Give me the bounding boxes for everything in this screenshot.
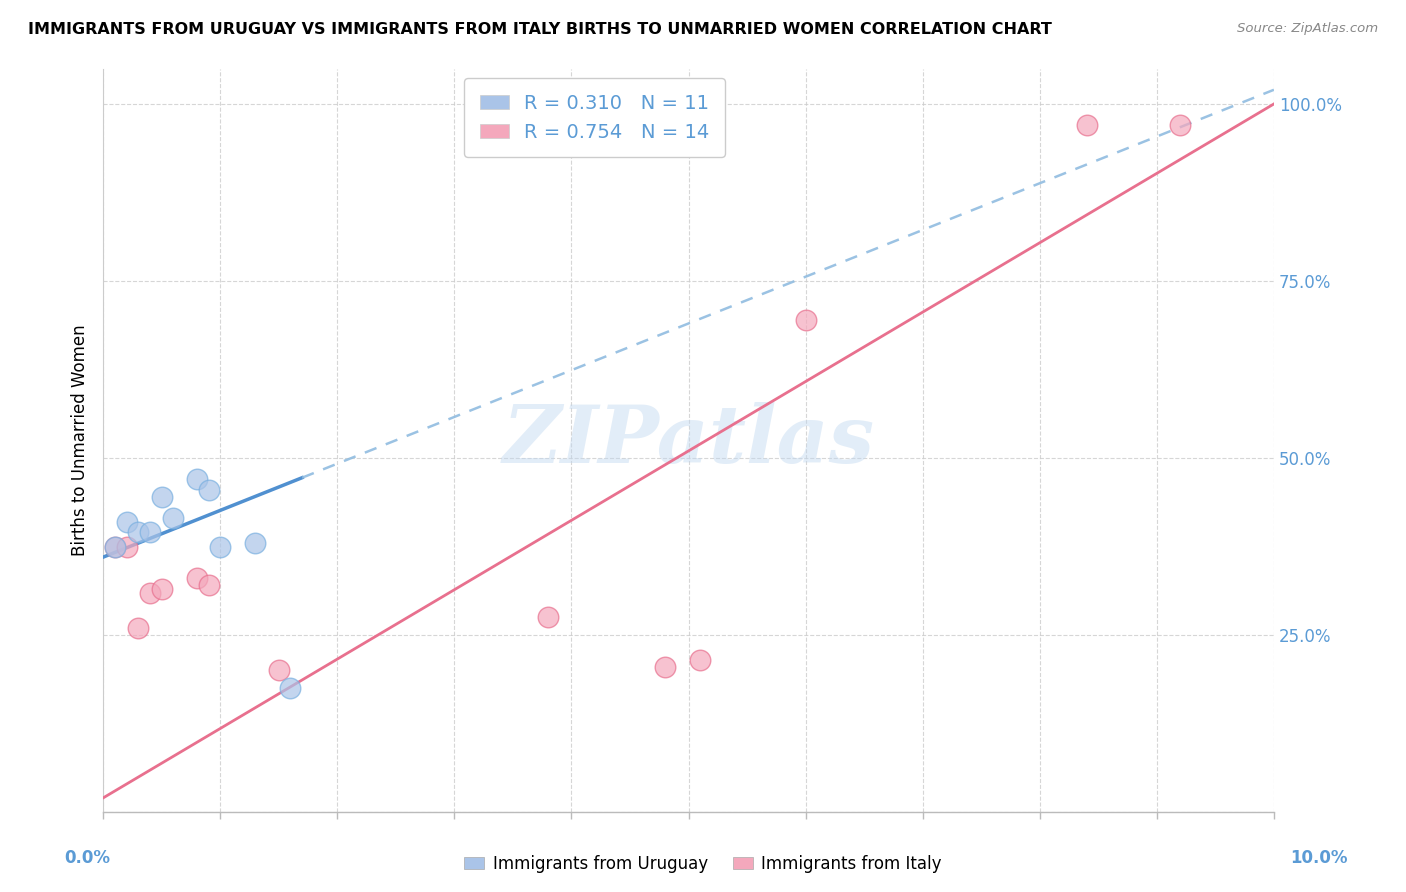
Point	[139, 585, 162, 599]
Point	[689, 653, 711, 667]
Point	[150, 582, 173, 596]
Point	[127, 525, 149, 540]
Point	[1076, 118, 1098, 132]
Point	[280, 681, 302, 695]
Point	[104, 540, 127, 554]
Point	[115, 540, 138, 554]
Point	[115, 515, 138, 529]
Point	[186, 472, 208, 486]
Text: 10.0%: 10.0%	[1291, 849, 1347, 867]
Point	[197, 483, 219, 497]
Legend: R = 0.310   N = 11, R = 0.754   N = 14: R = 0.310 N = 11, R = 0.754 N = 14	[464, 78, 725, 157]
Point	[127, 621, 149, 635]
Point	[267, 664, 290, 678]
Text: 0.0%: 0.0%	[65, 849, 110, 867]
Point	[245, 536, 267, 550]
Point	[537, 610, 560, 624]
Text: Source: ZipAtlas.com: Source: ZipAtlas.com	[1237, 22, 1378, 36]
Point	[104, 540, 127, 554]
Legend: Immigrants from Uruguay, Immigrants from Italy: Immigrants from Uruguay, Immigrants from…	[458, 848, 948, 880]
Point	[139, 525, 162, 540]
Point	[794, 313, 817, 327]
Point	[654, 660, 676, 674]
Text: ZIPatlas: ZIPatlas	[502, 401, 875, 479]
Point	[162, 511, 184, 525]
Text: IMMIGRANTS FROM URUGUAY VS IMMIGRANTS FROM ITALY BIRTHS TO UNMARRIED WOMEN CORRE: IMMIGRANTS FROM URUGUAY VS IMMIGRANTS FR…	[28, 22, 1052, 37]
Point	[186, 571, 208, 585]
Point	[1168, 118, 1191, 132]
Y-axis label: Births to Unmarried Women: Births to Unmarried Women	[72, 325, 89, 556]
Point	[197, 578, 219, 592]
Point	[209, 540, 232, 554]
Point	[150, 490, 173, 504]
